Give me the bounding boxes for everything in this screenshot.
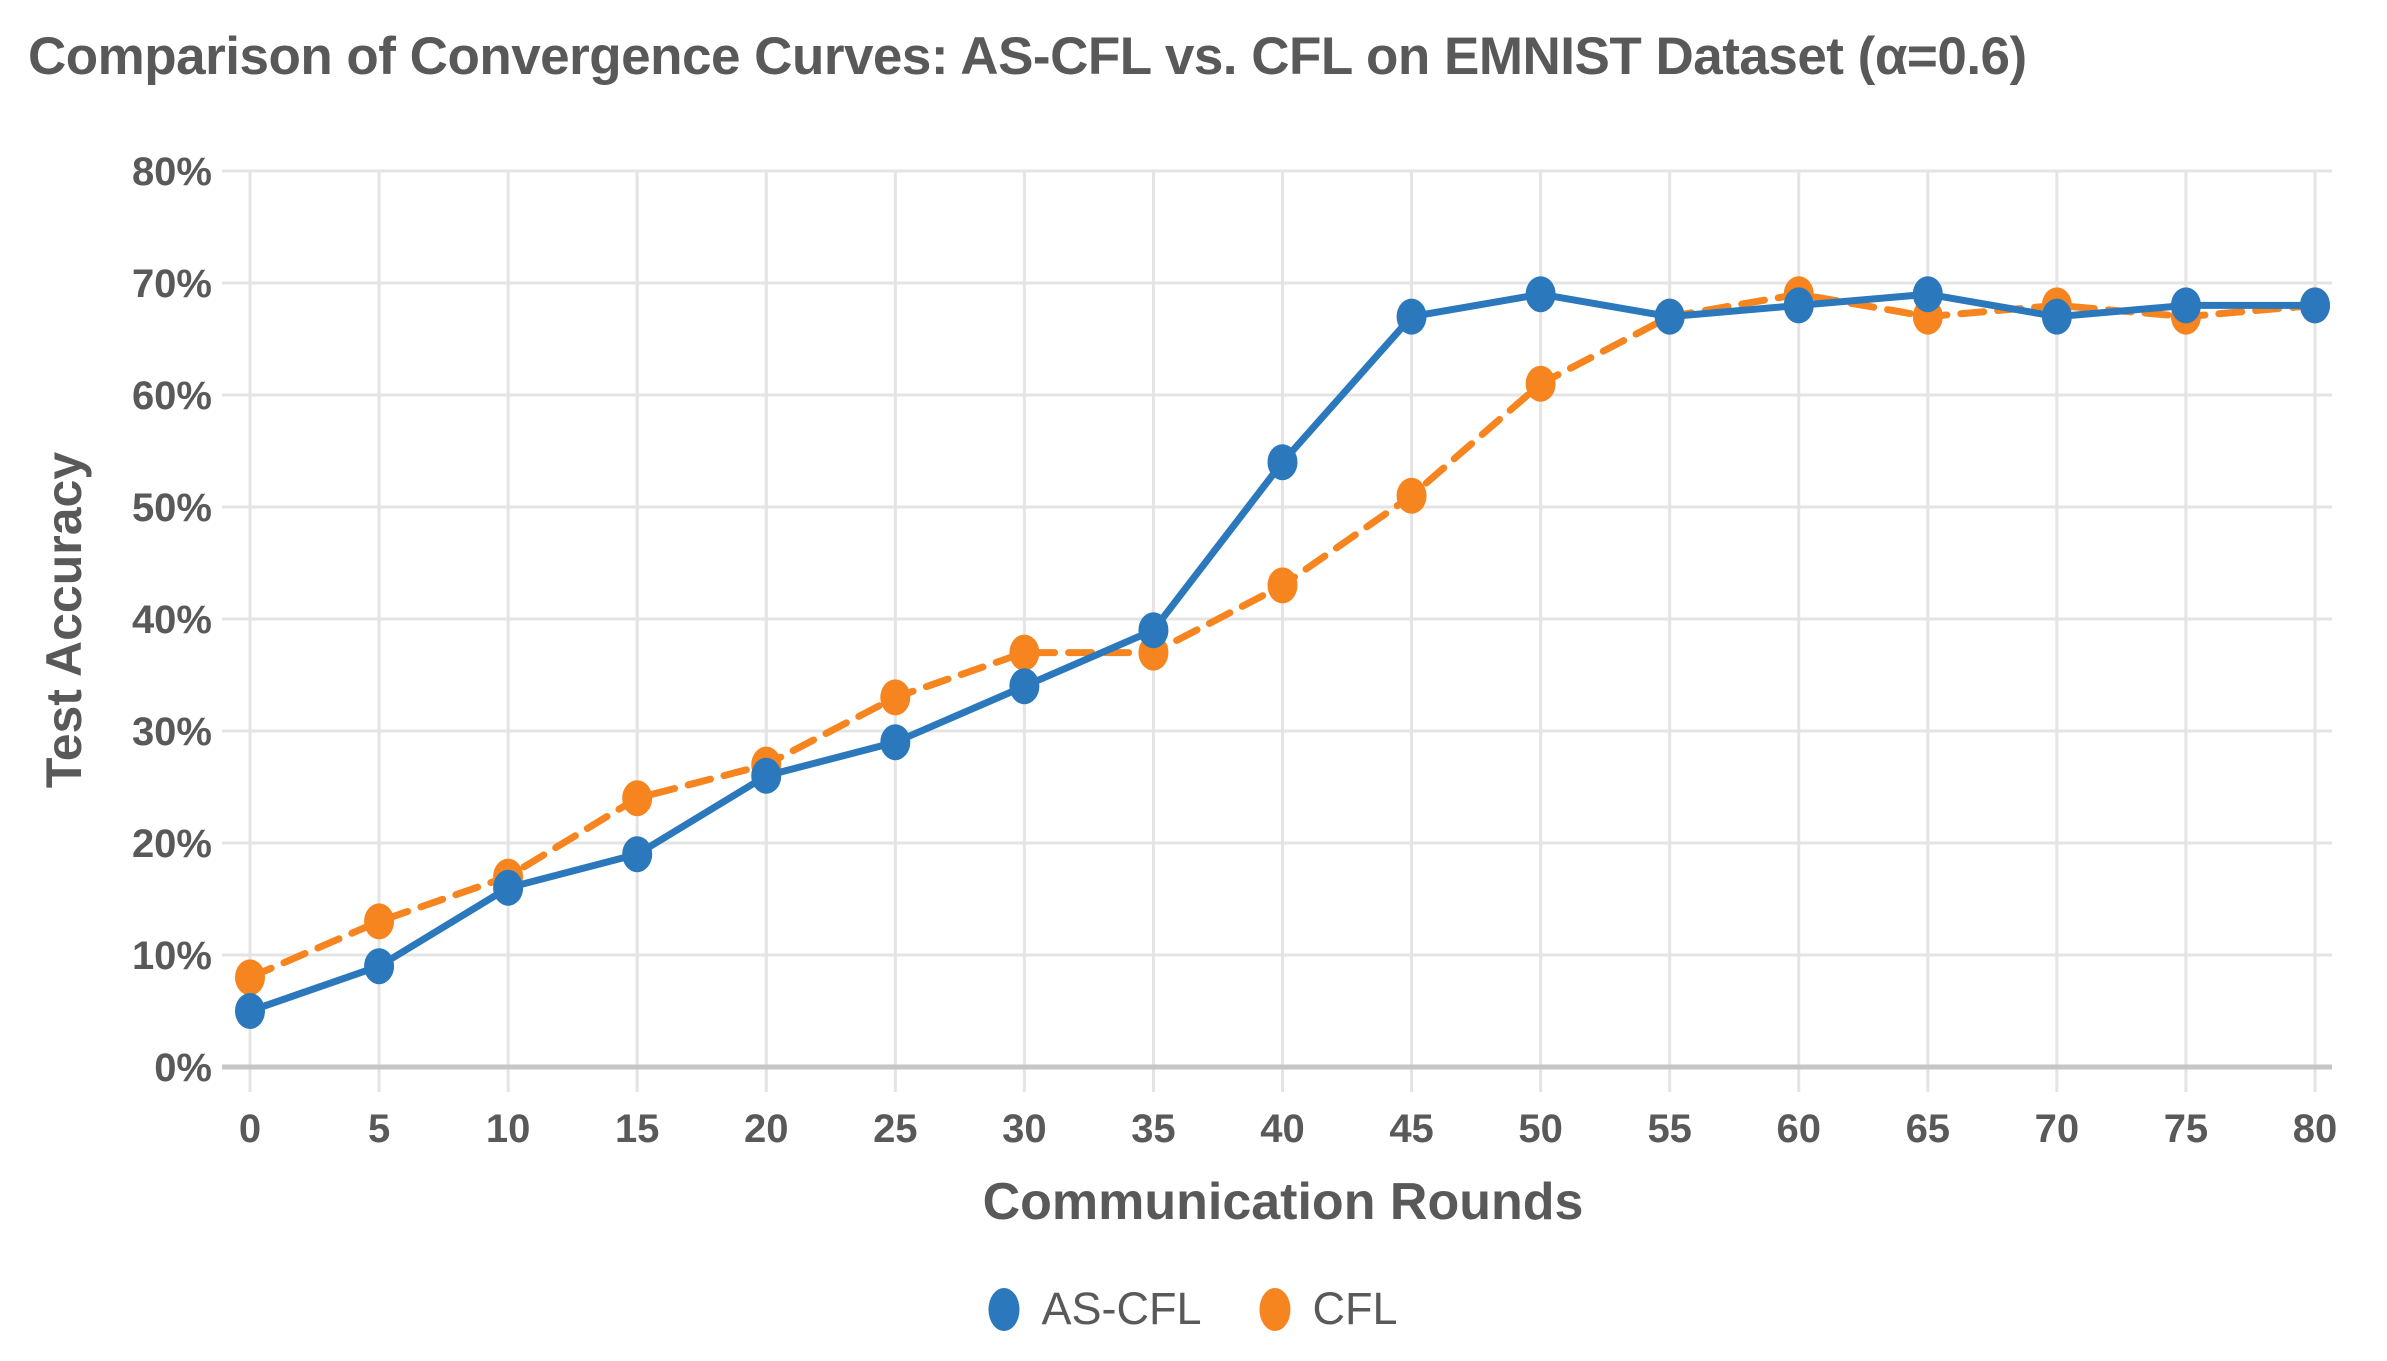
data-point-cfl bbox=[622, 780, 653, 817]
y-tick-label: 70% bbox=[132, 262, 212, 306]
x-tick-label: 45 bbox=[1389, 1107, 1434, 1151]
x-tick-label: 70 bbox=[2035, 1107, 2080, 1151]
data-point-cfl bbox=[1267, 567, 1298, 604]
x-tick-label: 0 bbox=[239, 1107, 261, 1151]
data-point-as-cfl bbox=[1267, 444, 1298, 481]
y-tick-label: 20% bbox=[132, 822, 212, 866]
data-point-as-cfl bbox=[1009, 668, 1040, 705]
y-tick-label: 40% bbox=[132, 598, 212, 642]
x-tick-label: 40 bbox=[1260, 1107, 1305, 1151]
data-point-as-cfl bbox=[1138, 612, 1169, 649]
data-point-as-cfl bbox=[2041, 298, 2072, 335]
legend-item-as-cfl: AS-CFL bbox=[988, 1283, 1202, 1335]
legend-label-as-cfl: AS-CFL bbox=[1041, 1283, 1202, 1334]
legend: AS-CFL CFL bbox=[988, 1283, 1398, 1335]
data-point-cfl bbox=[364, 903, 395, 940]
y-tick-label: 10% bbox=[132, 934, 212, 978]
x-tick-label: 65 bbox=[1906, 1107, 1951, 1151]
legend-item-cfl: CFL bbox=[1259, 1283, 1398, 1335]
x-tick-label: 10 bbox=[486, 1107, 531, 1151]
x-tick-label: 35 bbox=[1131, 1107, 1176, 1151]
x-tick-label: 30 bbox=[1002, 1107, 1047, 1151]
x-tick-label: 75 bbox=[2164, 1107, 2209, 1151]
x-tick-label: 55 bbox=[1647, 1107, 1692, 1151]
x-tick-label: 5 bbox=[368, 1107, 390, 1151]
y-tick-label: 60% bbox=[132, 374, 212, 418]
x-tick-label: 80 bbox=[2293, 1107, 2338, 1151]
data-point-as-cfl bbox=[1783, 287, 1814, 324]
data-point-cfl bbox=[235, 959, 265, 996]
x-tick-label: 25 bbox=[873, 1107, 918, 1151]
x-axis-title: Communication Rounds bbox=[982, 1173, 1584, 1231]
data-point-as-cfl bbox=[364, 948, 395, 985]
legend-label-cfl: CFL bbox=[1312, 1283, 1398, 1334]
data-point-as-cfl bbox=[2170, 287, 2201, 324]
data-point-as-cfl bbox=[1396, 298, 1427, 335]
data-point-as-cfl bbox=[2300, 287, 2330, 324]
data-point-as-cfl bbox=[1912, 276, 1943, 313]
data-point-as-cfl bbox=[751, 757, 782, 794]
y-tick-label: 50% bbox=[132, 486, 212, 530]
y-tick-label: 0% bbox=[154, 1046, 212, 1090]
chart-title: Comparison of Convergence Curves: AS-CFL… bbox=[28, 27, 2027, 86]
data-point-cfl bbox=[1396, 477, 1427, 514]
data-point-cfl bbox=[880, 679, 911, 716]
x-tick-label: 15 bbox=[615, 1107, 660, 1151]
x-tick-label: 50 bbox=[1518, 1107, 1563, 1151]
data-point-as-cfl bbox=[493, 869, 524, 906]
data-point-cfl bbox=[1009, 634, 1040, 671]
x-tick-label: 60 bbox=[1777, 1107, 1822, 1151]
y-tick-label: 30% bbox=[132, 710, 212, 754]
data-point-as-cfl bbox=[235, 993, 265, 1029]
x-tick-label: 20 bbox=[744, 1107, 789, 1151]
data-point-as-cfl bbox=[880, 724, 911, 761]
y-tick-label: 80% bbox=[132, 150, 212, 194]
data-point-as-cfl bbox=[1525, 276, 1556, 313]
y-axis-title: Test Accuracy bbox=[36, 451, 92, 789]
as-cfl-marker-icon bbox=[988, 1287, 1020, 1331]
data-point-as-cfl bbox=[1654, 298, 1685, 335]
data-point-as-cfl bbox=[622, 836, 653, 873]
data-point-cfl bbox=[1525, 365, 1556, 402]
cfl-marker-icon bbox=[1259, 1287, 1291, 1331]
